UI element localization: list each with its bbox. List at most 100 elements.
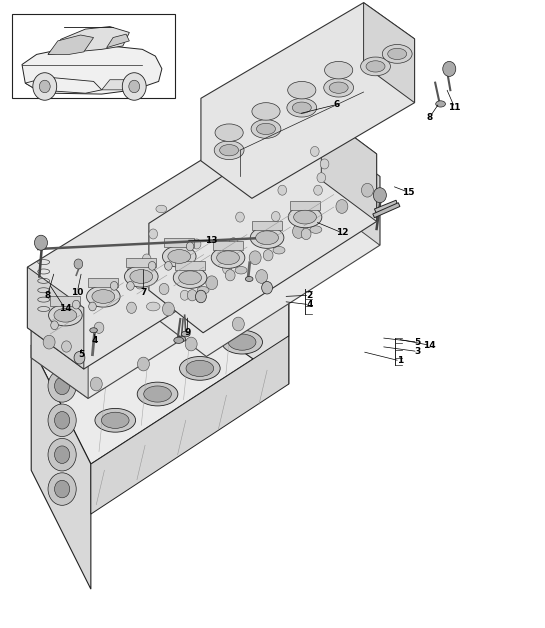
Circle shape xyxy=(72,300,80,309)
Ellipse shape xyxy=(251,119,281,138)
Polygon shape xyxy=(31,176,270,398)
Circle shape xyxy=(48,370,76,402)
Ellipse shape xyxy=(144,386,171,402)
Circle shape xyxy=(301,229,311,240)
Ellipse shape xyxy=(49,305,82,326)
Circle shape xyxy=(229,238,238,247)
Ellipse shape xyxy=(130,269,153,283)
Text: 7: 7 xyxy=(140,288,147,296)
Ellipse shape xyxy=(175,269,195,281)
Polygon shape xyxy=(252,222,282,230)
Circle shape xyxy=(271,212,280,222)
Ellipse shape xyxy=(300,219,319,232)
Ellipse shape xyxy=(92,290,114,303)
Circle shape xyxy=(135,279,144,289)
Polygon shape xyxy=(126,257,156,267)
Text: 4: 4 xyxy=(92,336,98,345)
Text: 13: 13 xyxy=(205,236,218,245)
Polygon shape xyxy=(165,238,194,247)
Circle shape xyxy=(54,411,70,429)
Polygon shape xyxy=(27,267,84,369)
Circle shape xyxy=(74,352,85,364)
Ellipse shape xyxy=(137,382,178,406)
Ellipse shape xyxy=(142,288,162,300)
Ellipse shape xyxy=(150,259,189,281)
Polygon shape xyxy=(107,34,129,48)
Circle shape xyxy=(74,259,83,269)
Ellipse shape xyxy=(276,230,295,243)
Ellipse shape xyxy=(173,267,207,288)
Ellipse shape xyxy=(155,262,184,278)
Text: 8: 8 xyxy=(44,291,51,300)
Text: 9: 9 xyxy=(184,328,191,337)
Polygon shape xyxy=(149,112,377,333)
Text: 11: 11 xyxy=(449,103,461,112)
Ellipse shape xyxy=(211,247,245,268)
Ellipse shape xyxy=(288,207,322,228)
Circle shape xyxy=(249,251,261,264)
Circle shape xyxy=(206,276,218,290)
Polygon shape xyxy=(88,278,118,287)
Ellipse shape xyxy=(262,239,281,251)
Ellipse shape xyxy=(215,124,243,141)
Text: 3: 3 xyxy=(415,347,421,356)
Polygon shape xyxy=(31,217,289,464)
Polygon shape xyxy=(31,345,91,589)
Circle shape xyxy=(149,229,158,239)
Polygon shape xyxy=(373,203,400,218)
Ellipse shape xyxy=(186,360,214,376)
Circle shape xyxy=(187,264,196,274)
Circle shape xyxy=(48,404,76,436)
Ellipse shape xyxy=(325,62,353,79)
Polygon shape xyxy=(27,154,266,369)
Ellipse shape xyxy=(366,61,385,72)
Ellipse shape xyxy=(261,234,273,242)
Ellipse shape xyxy=(156,279,176,291)
Ellipse shape xyxy=(324,78,354,97)
Text: 14: 14 xyxy=(59,305,72,313)
Circle shape xyxy=(48,473,76,506)
Ellipse shape xyxy=(54,308,77,322)
Polygon shape xyxy=(213,242,243,250)
Circle shape xyxy=(129,80,140,93)
Ellipse shape xyxy=(101,412,129,428)
Circle shape xyxy=(62,341,71,352)
Circle shape xyxy=(314,185,323,195)
Ellipse shape xyxy=(77,327,97,339)
Ellipse shape xyxy=(387,48,407,60)
Polygon shape xyxy=(25,77,102,93)
Text: 4: 4 xyxy=(306,300,313,309)
Ellipse shape xyxy=(329,82,348,94)
Ellipse shape xyxy=(288,82,316,99)
Circle shape xyxy=(232,317,244,331)
Circle shape xyxy=(373,188,386,203)
Ellipse shape xyxy=(174,337,184,344)
Ellipse shape xyxy=(256,231,278,244)
Polygon shape xyxy=(31,290,88,398)
Circle shape xyxy=(122,73,146,100)
Ellipse shape xyxy=(177,336,186,342)
Circle shape xyxy=(54,480,70,498)
Circle shape xyxy=(192,264,202,276)
Polygon shape xyxy=(175,261,205,270)
Text: 1: 1 xyxy=(397,357,403,365)
Circle shape xyxy=(256,269,268,283)
Text: 12: 12 xyxy=(336,228,348,237)
Circle shape xyxy=(90,377,102,391)
Ellipse shape xyxy=(252,102,280,120)
Text: 10: 10 xyxy=(71,288,83,296)
Circle shape xyxy=(222,264,231,274)
Polygon shape xyxy=(322,112,377,222)
Text: 6: 6 xyxy=(334,100,340,109)
Circle shape xyxy=(293,225,305,239)
Ellipse shape xyxy=(257,123,275,134)
Circle shape xyxy=(336,200,348,214)
Circle shape xyxy=(320,159,329,169)
Text: 14: 14 xyxy=(423,341,436,350)
Ellipse shape xyxy=(223,254,235,261)
Circle shape xyxy=(307,212,316,222)
Circle shape xyxy=(262,281,272,294)
Ellipse shape xyxy=(273,246,285,254)
Circle shape xyxy=(162,302,174,316)
Polygon shape xyxy=(364,3,415,102)
